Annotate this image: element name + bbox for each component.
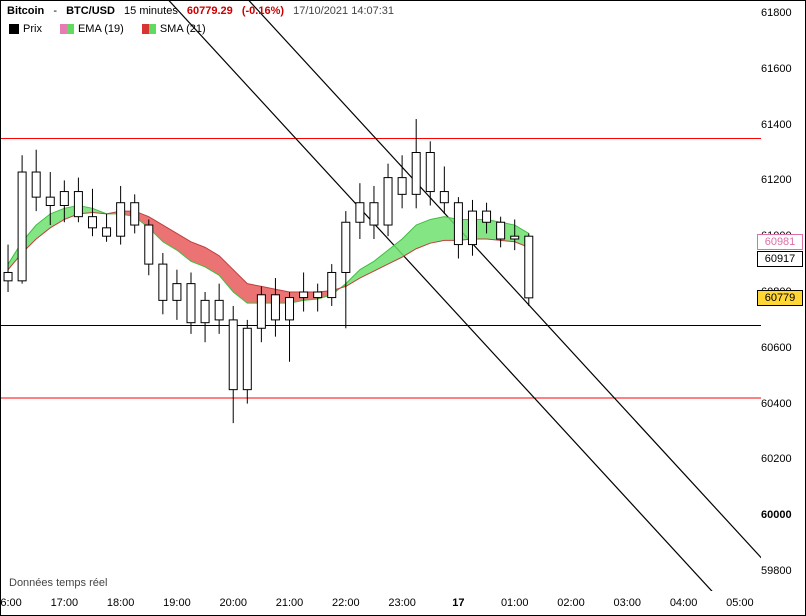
legend-ema: EMA (19) (60, 23, 124, 35)
x-tick-label: 20:00 (219, 597, 247, 609)
interval-label: 15 minutes (124, 5, 178, 17)
legend-ema-label: EMA (19) (78, 23, 124, 35)
x-tick-label: 04:00 (670, 597, 698, 609)
y-tick-label: 60200 (761, 453, 803, 465)
y-tick-label: 61400 (761, 119, 803, 131)
x-tick-label: 17 (452, 597, 464, 609)
x-tick-label: 16:00 (0, 597, 22, 609)
y-tick-label: 60600 (761, 342, 803, 354)
price-tag: 60981 (757, 234, 803, 250)
swatch-sma (142, 24, 156, 34)
x-tick-label: 03:00 (614, 597, 642, 609)
price-tag: 60779 (757, 290, 803, 306)
y-tick-label: 61600 (761, 63, 803, 75)
legend-prix: Prix (9, 23, 42, 35)
legend-sma-label: SMA (21) (160, 23, 206, 35)
chart-container: Bitcoin - BTC/USD 15 minutes 60779.29 (-… (0, 0, 806, 616)
y-tick-label: 59800 (761, 565, 803, 577)
x-tick-label: 21:00 (276, 597, 304, 609)
y-tick-label: 61800 (761, 7, 803, 19)
x-tick-label: 05:00 (726, 597, 754, 609)
x-tick-label: 19:00 (163, 597, 191, 609)
ticker-pair: BTC/USD (66, 5, 115, 17)
swatch-prix (9, 24, 19, 34)
x-tick-label: 18:00 (107, 597, 135, 609)
swatch-ema (60, 24, 74, 34)
y-tick-label: 60400 (761, 398, 803, 410)
chart-svg (1, 1, 761, 591)
footer-note: Données temps réel (9, 577, 107, 589)
y-tick-label: 60000 (761, 509, 803, 521)
timestamp: 17/10/2021 14:07:31 (293, 5, 394, 17)
x-tick-label: 01:00 (501, 597, 529, 609)
ticker-name: Bitcoin (7, 5, 44, 17)
change-pct: (-0.16%) (242, 5, 284, 17)
x-tick-label: 02:00 (557, 597, 585, 609)
price-tag: 60917 (757, 251, 803, 267)
legend: Prix EMA (19) SMA (21) (9, 23, 206, 35)
legend-sma: SMA (21) (142, 23, 206, 35)
y-tick-label: 61200 (761, 174, 803, 186)
last-price: 60779.29 (187, 5, 233, 17)
x-tick-label: 23:00 (388, 597, 416, 609)
legend-prix-label: Prix (23, 23, 42, 35)
chart-header: Bitcoin - BTC/USD 15 minutes 60779.29 (-… (7, 5, 400, 17)
x-tick-label: 17:00 (51, 597, 79, 609)
x-tick-label: 22:00 (332, 597, 360, 609)
